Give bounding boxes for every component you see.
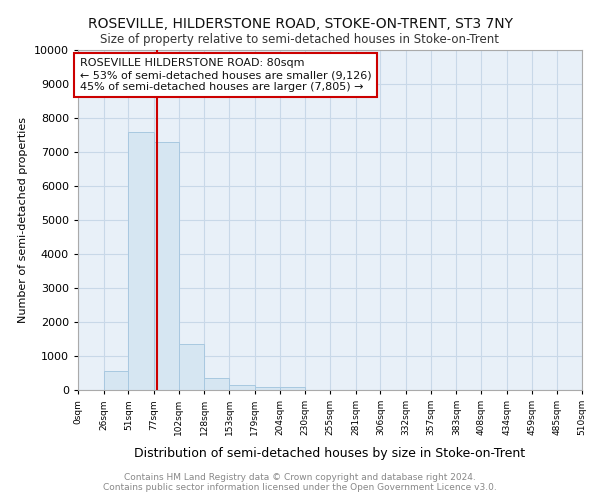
Bar — [255, 386, 280, 390]
Bar — [154, 142, 179, 390]
Bar — [104, 372, 128, 390]
Text: ROSEVILLE HILDERSTONE ROAD: 80sqm
← 53% of semi-detached houses are smaller (9,1: ROSEVILLE HILDERSTONE ROAD: 80sqm ← 53% … — [80, 58, 371, 92]
Bar — [179, 344, 205, 390]
Text: Size of property relative to semi-detached houses in Stoke-on-Trent: Size of property relative to semi-detach… — [101, 32, 499, 46]
Bar — [128, 132, 154, 390]
Text: Contains HM Land Registry data © Crown copyright and database right 2024.
Contai: Contains HM Land Registry data © Crown c… — [103, 473, 497, 492]
Bar — [205, 378, 229, 390]
Text: ROSEVILLE, HILDERSTONE ROAD, STOKE-ON-TRENT, ST3 7NY: ROSEVILLE, HILDERSTONE ROAD, STOKE-ON-TR… — [88, 18, 512, 32]
Y-axis label: Number of semi-detached properties: Number of semi-detached properties — [19, 117, 28, 323]
Bar — [280, 386, 305, 390]
Bar — [229, 385, 255, 390]
X-axis label: Distribution of semi-detached houses by size in Stoke-on-Trent: Distribution of semi-detached houses by … — [134, 446, 526, 460]
